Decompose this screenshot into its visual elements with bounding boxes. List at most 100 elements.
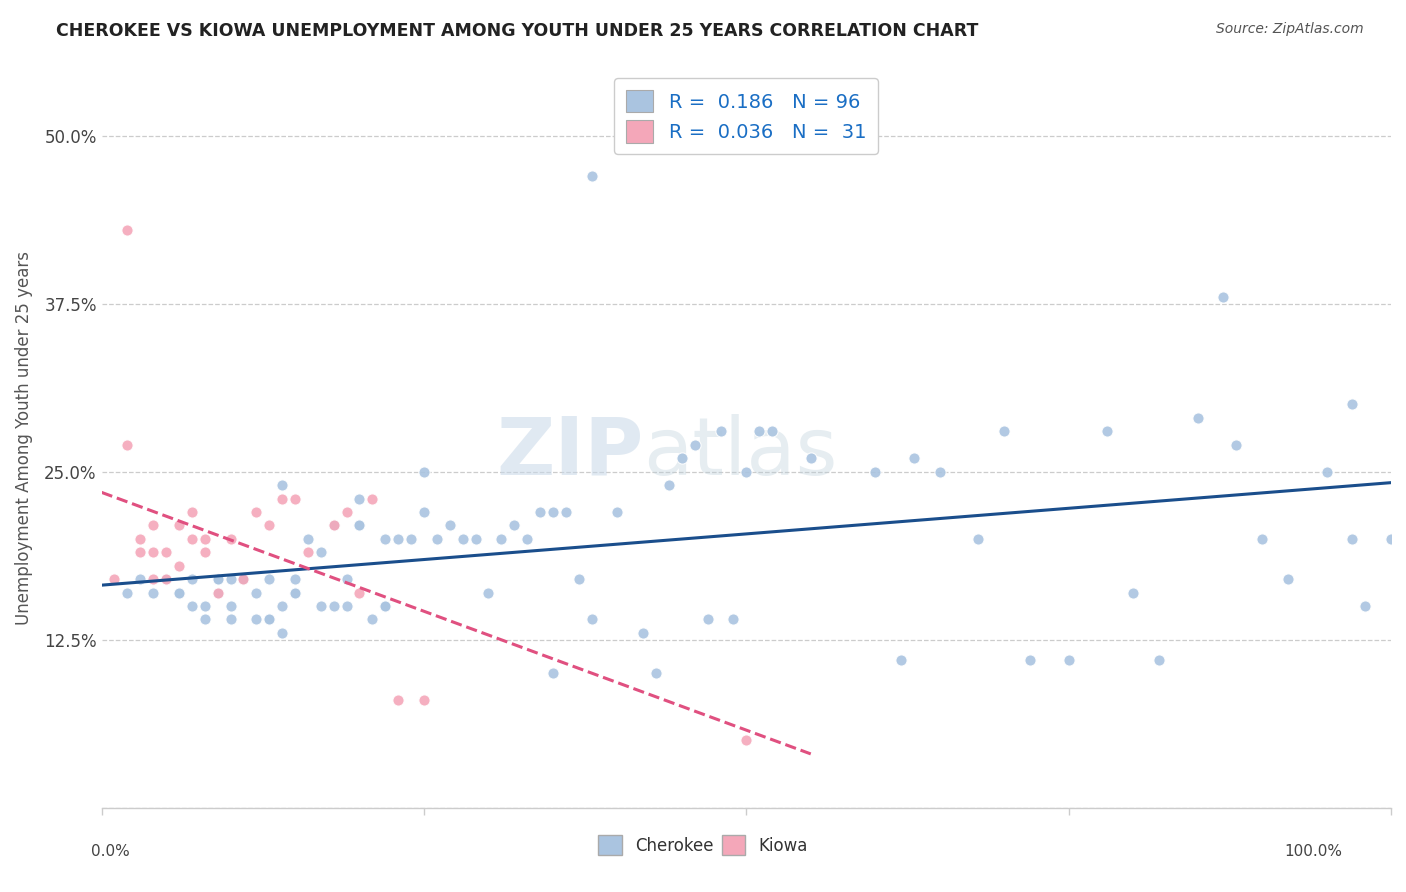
Point [1097, 425, 1119, 439]
Point [865, 465, 887, 479]
Point [271, 599, 294, 613]
Point [142, 572, 165, 586]
Point [167, 518, 190, 533]
Point [207, 572, 229, 586]
Point [194, 599, 217, 613]
Point [1057, 653, 1080, 667]
Legend: Cherokee, Kiowa: Cherokee, Kiowa [592, 829, 814, 862]
Point [1187, 411, 1209, 425]
Point [1212, 290, 1234, 304]
Text: 100.0%: 100.0% [1285, 845, 1343, 859]
Point [284, 585, 307, 599]
Point [207, 585, 229, 599]
Point [336, 599, 359, 613]
Point [709, 425, 731, 439]
Point [271, 491, 294, 506]
Point [993, 425, 1015, 439]
Point [399, 532, 422, 546]
Point [1341, 397, 1364, 411]
Point [284, 585, 307, 599]
Point [413, 693, 436, 707]
Point [581, 169, 603, 183]
Point [374, 599, 396, 613]
Point [142, 545, 165, 559]
Point [645, 666, 668, 681]
Point [336, 505, 359, 519]
Point [1251, 532, 1274, 546]
Point [967, 532, 990, 546]
Text: CHEROKEE VS KIOWA UNEMPLOYMENT AMONG YOUTH UNDER 25 YEARS CORRELATION CHART: CHEROKEE VS KIOWA UNEMPLOYMENT AMONG YOU… [56, 22, 979, 40]
Point [606, 505, 628, 519]
Point [1379, 532, 1402, 546]
Point [155, 572, 177, 586]
Point [207, 585, 229, 599]
Point [541, 666, 564, 681]
Point [413, 505, 436, 519]
Legend: R =  0.186   N = 96, R =  0.036   N =  31: R = 0.186 N = 96, R = 0.036 N = 31 [614, 78, 879, 154]
Point [477, 585, 499, 599]
Point [155, 572, 177, 586]
Point [361, 491, 384, 506]
Point [309, 599, 332, 613]
Point [180, 599, 202, 613]
Point [349, 585, 371, 599]
Point [491, 532, 513, 546]
Point [207, 572, 229, 586]
Point [167, 585, 190, 599]
Point [129, 572, 152, 586]
Point [631, 626, 654, 640]
Point [232, 572, 254, 586]
Text: 0.0%: 0.0% [91, 845, 131, 859]
Point [245, 505, 267, 519]
Point [257, 612, 280, 626]
Point [748, 425, 770, 439]
Point [1225, 438, 1247, 452]
Point [117, 223, 139, 237]
Point [683, 438, 706, 452]
Point [890, 653, 912, 667]
Point [374, 532, 396, 546]
Point [117, 585, 139, 599]
Point [361, 612, 384, 626]
Text: atlas: atlas [643, 414, 838, 491]
Text: Source: ZipAtlas.com: Source: ZipAtlas.com [1216, 22, 1364, 37]
Point [309, 545, 332, 559]
Point [723, 612, 745, 626]
Point [322, 518, 344, 533]
Point [232, 572, 254, 586]
Point [219, 599, 242, 613]
Point [232, 572, 254, 586]
Point [167, 558, 190, 573]
Point [284, 572, 307, 586]
Point [257, 518, 280, 533]
Point [1354, 599, 1376, 613]
Point [696, 612, 718, 626]
Point [142, 518, 165, 533]
Point [426, 532, 449, 546]
Point [322, 599, 344, 613]
Point [336, 572, 359, 586]
Point [271, 478, 294, 492]
Point [439, 518, 461, 533]
Point [142, 585, 165, 599]
Text: ZIP: ZIP [496, 414, 643, 491]
Point [284, 491, 307, 506]
Point [194, 612, 217, 626]
Point [529, 505, 551, 519]
Point [349, 518, 371, 533]
Point [129, 532, 152, 546]
Point [541, 505, 564, 519]
Point [1019, 653, 1042, 667]
Point [735, 733, 758, 747]
Point [1147, 653, 1170, 667]
Point [194, 532, 217, 546]
Point [245, 612, 267, 626]
Point [761, 425, 783, 439]
Point [928, 465, 950, 479]
Point [374, 599, 396, 613]
Point [1315, 465, 1337, 479]
Point [219, 572, 242, 586]
Point [297, 545, 319, 559]
Point [322, 518, 344, 533]
Point [180, 532, 202, 546]
